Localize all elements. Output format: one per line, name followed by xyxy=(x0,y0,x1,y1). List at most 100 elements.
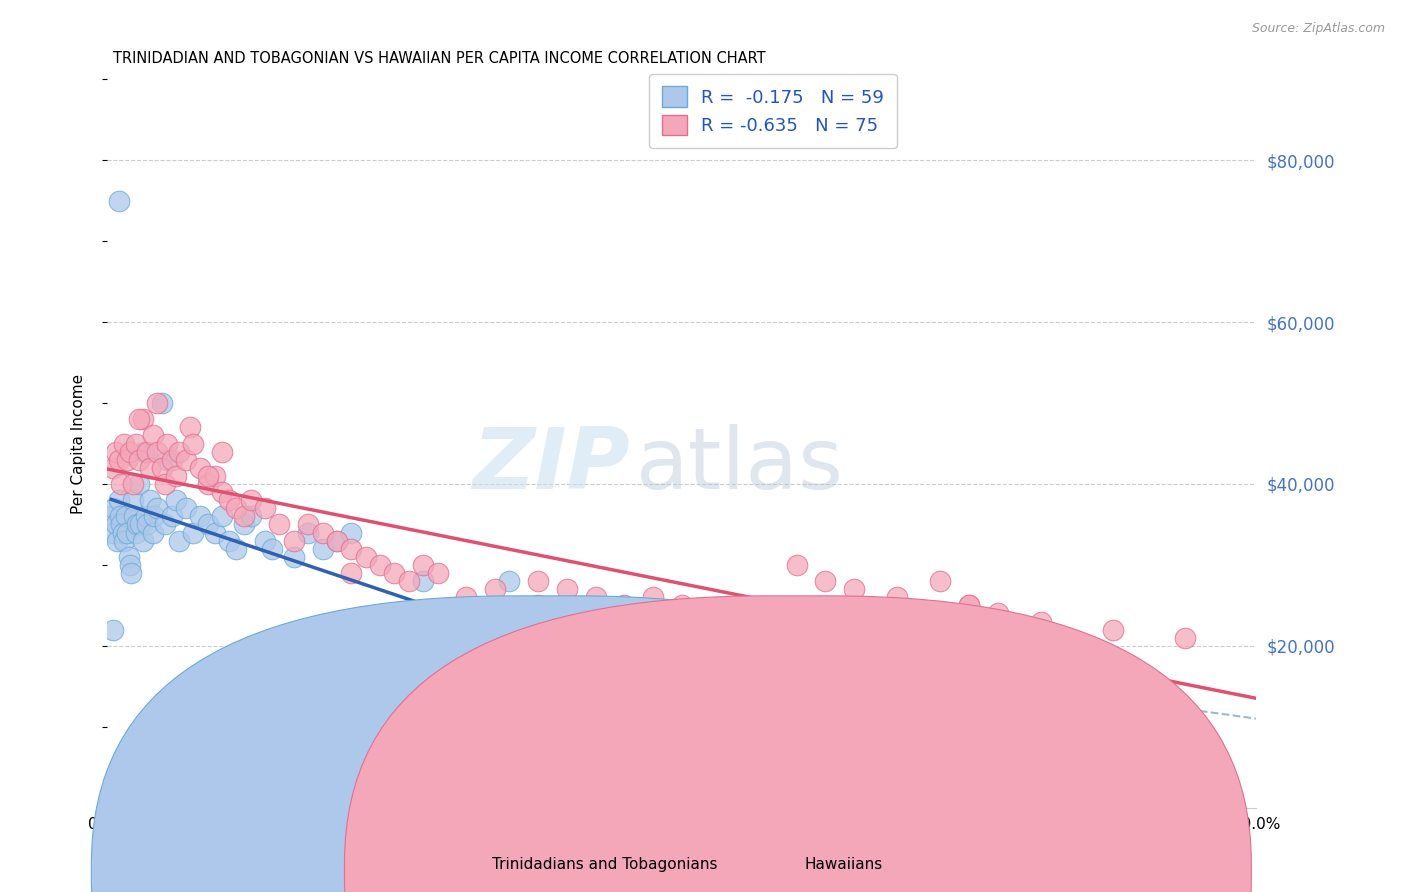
Point xyxy=(384,679,406,693)
Point xyxy=(311,525,333,540)
Point xyxy=(218,533,240,548)
Point xyxy=(156,436,179,450)
Point xyxy=(174,452,197,467)
Point xyxy=(239,493,262,508)
Point xyxy=(114,509,136,524)
Point xyxy=(103,501,125,516)
Point xyxy=(121,566,143,580)
Point xyxy=(117,549,139,564)
Point xyxy=(100,509,122,524)
Point xyxy=(110,517,132,532)
Point xyxy=(412,558,434,572)
Point xyxy=(190,509,212,524)
Point xyxy=(142,428,165,442)
Point xyxy=(165,493,187,508)
Point xyxy=(135,509,157,524)
Point xyxy=(239,509,262,524)
Text: Trinidadians and Tobagonians: Trinidadians and Tobagonians xyxy=(492,857,717,872)
Point xyxy=(527,599,550,613)
Point xyxy=(107,493,129,508)
Point xyxy=(110,477,132,491)
Point xyxy=(555,582,578,597)
Point xyxy=(179,420,201,434)
Y-axis label: Per Capita Income: Per Capita Income xyxy=(72,374,86,514)
Point xyxy=(101,525,124,540)
Point xyxy=(104,517,127,532)
Point xyxy=(456,591,478,605)
Point xyxy=(146,501,169,516)
Point xyxy=(122,493,145,508)
Point xyxy=(146,396,169,410)
Point xyxy=(957,599,980,613)
Point xyxy=(384,566,406,580)
Point xyxy=(225,541,247,556)
Point xyxy=(132,412,155,426)
Point xyxy=(124,509,146,524)
Point xyxy=(122,477,145,491)
Point xyxy=(254,533,277,548)
Point xyxy=(354,549,377,564)
Point xyxy=(412,574,434,588)
Point xyxy=(165,469,187,483)
Point xyxy=(107,194,129,208)
Point xyxy=(1029,615,1052,629)
Point xyxy=(225,501,247,516)
Point xyxy=(181,525,204,540)
Point xyxy=(129,517,152,532)
Point xyxy=(146,444,169,458)
Text: TRINIDADIAN AND TOBAGONIAN VS HAWAIIAN PER CAPITA INCOME CORRELATION CHART: TRINIDADIAN AND TOBAGONIAN VS HAWAIIAN P… xyxy=(112,51,765,66)
Point xyxy=(484,582,506,597)
Point xyxy=(204,525,226,540)
Point xyxy=(599,704,621,718)
Point xyxy=(527,704,550,718)
Point xyxy=(283,549,305,564)
Point xyxy=(326,533,349,548)
Point xyxy=(842,582,865,597)
Point xyxy=(211,444,233,458)
Point xyxy=(101,460,124,475)
Point xyxy=(498,574,520,588)
Point xyxy=(128,477,150,491)
Point xyxy=(197,469,219,483)
Text: Hawaiians: Hawaiians xyxy=(804,857,883,872)
Point xyxy=(957,599,980,613)
Point xyxy=(125,436,148,450)
Point xyxy=(108,509,131,524)
Point xyxy=(101,623,124,637)
Point xyxy=(139,493,162,508)
Point xyxy=(470,655,492,669)
Point xyxy=(167,533,190,548)
Point xyxy=(128,452,150,467)
Point xyxy=(742,615,765,629)
Point xyxy=(311,541,333,556)
Point xyxy=(125,525,148,540)
Point xyxy=(671,599,693,613)
Point xyxy=(128,412,150,426)
Point xyxy=(107,452,129,467)
Point xyxy=(160,452,183,467)
Point xyxy=(340,525,363,540)
Point xyxy=(111,525,134,540)
Point xyxy=(112,436,135,450)
Point xyxy=(204,469,226,483)
Point xyxy=(127,517,149,532)
Legend: R =  -0.175   N = 59, R = -0.635   N = 75: R = -0.175 N = 59, R = -0.635 N = 75 xyxy=(650,74,897,148)
Point xyxy=(340,541,363,556)
Point xyxy=(641,591,664,605)
Point xyxy=(190,460,212,475)
Point xyxy=(115,525,138,540)
Point xyxy=(174,501,197,516)
Point xyxy=(699,607,721,621)
Point xyxy=(340,566,363,580)
Point xyxy=(886,591,908,605)
Point xyxy=(585,591,607,605)
Point xyxy=(197,477,219,491)
Point xyxy=(132,533,155,548)
Point xyxy=(115,452,138,467)
Point xyxy=(134,444,156,458)
Point xyxy=(297,525,319,540)
Point xyxy=(104,444,127,458)
Point xyxy=(786,558,808,572)
Point xyxy=(136,444,159,458)
Point xyxy=(254,501,277,516)
